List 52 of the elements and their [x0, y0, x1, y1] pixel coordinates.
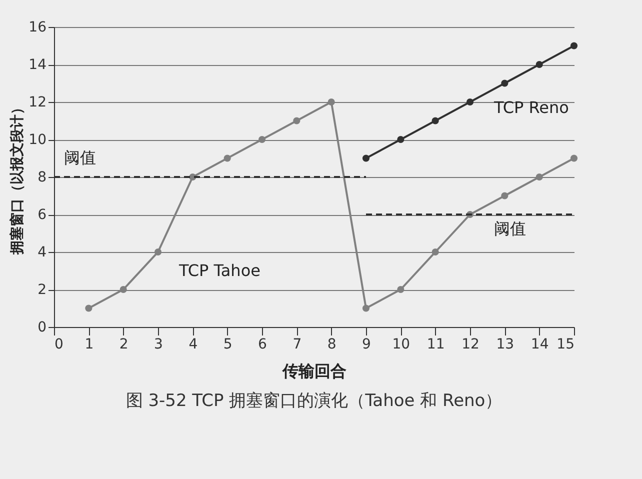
x-axis-title: 传输回合	[282, 362, 346, 380]
annotation: TCP Tahoe	[178, 261, 260, 280]
point	[570, 154, 578, 162]
point	[432, 248, 439, 256]
point	[397, 286, 404, 294]
x-tick-label: 11	[426, 336, 445, 352]
x-tick-label: 1	[84, 336, 94, 352]
x-tick-label: 15	[556, 336, 574, 352]
y-tick-label: 6	[38, 207, 47, 223]
annotation: 阈值	[64, 148, 96, 167]
y-tick-label: 16	[28, 20, 47, 36]
y-tick-label: 4	[38, 244, 47, 260]
y-axis-title: 拥塞窗口（以报文段计）	[8, 100, 26, 256]
x-tick-label: 4	[188, 336, 198, 352]
x-tick-label: 8	[327, 336, 336, 352]
point	[362, 154, 370, 162]
annotation: 阈值	[494, 219, 526, 238]
point	[154, 248, 162, 256]
x-tick-label: 10	[392, 336, 410, 352]
point	[536, 60, 543, 68]
x-tick-label: 7	[292, 336, 302, 352]
point	[362, 304, 370, 312]
y-tick-label: 0	[38, 320, 46, 336]
point	[570, 42, 578, 50]
point	[258, 136, 266, 144]
point	[501, 80, 508, 87]
point	[85, 304, 92, 312]
x-tick-label: 0	[54, 336, 64, 352]
y-tick-label: 8	[38, 170, 46, 186]
y-tick-label: 2	[38, 282, 46, 298]
x-tick-label: 3	[154, 336, 163, 352]
point	[536, 173, 543, 181]
point	[328, 98, 335, 106]
y-tick-label: 10	[28, 132, 46, 148]
x-tick-label: 5	[223, 336, 232, 352]
x-tick-label: 2	[119, 336, 128, 352]
text: 图 3-52 TCP 拥塞窗口的演化（Tahoe 和 Reno）	[126, 391, 502, 411]
point	[120, 286, 127, 294]
x-tick-label: 6	[258, 336, 268, 352]
point	[466, 98, 474, 106]
x-tick-label: 12	[462, 336, 480, 352]
point	[293, 117, 300, 124]
point	[397, 136, 404, 144]
x-tick-label: 14	[530, 336, 549, 352]
point	[224, 154, 231, 162]
y-tick-label: 12	[28, 94, 46, 110]
annotation: TCP Reno	[493, 98, 569, 117]
x-tick-label: 13	[496, 336, 514, 352]
point	[501, 192, 508, 200]
y-tick-label: 14	[28, 57, 47, 73]
point	[432, 117, 439, 124]
x-tick-label: 9	[362, 336, 371, 352]
